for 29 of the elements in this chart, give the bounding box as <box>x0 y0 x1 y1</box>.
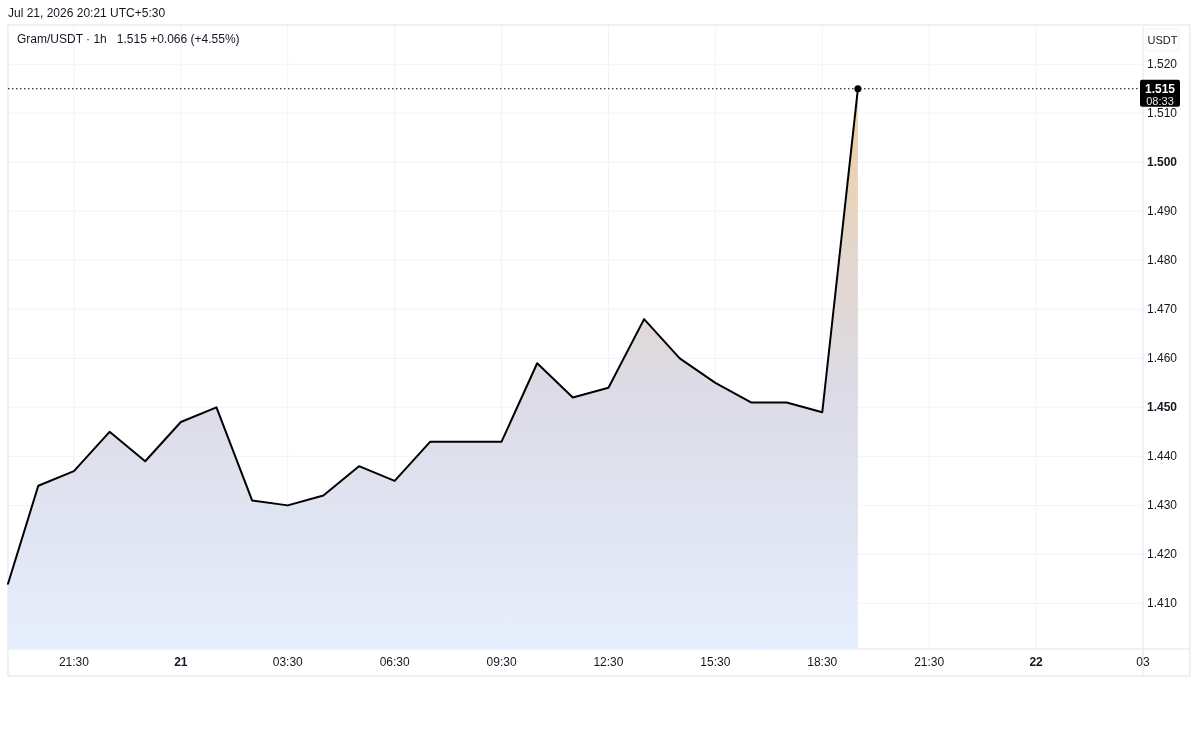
x-tick-label: 03:30 <box>272 655 304 669</box>
y-tick-label: 1.420 <box>1147 547 1178 562</box>
x-tick-label: 12:30 <box>593 655 624 669</box>
text: Jul 21, 2026 20:21 UTC+5:30 <box>8 6 166 20</box>
y-tick-label: 1.460 <box>1147 351 1178 366</box>
x-tick-label: 15:30 <box>700 655 731 669</box>
x-tick-label: 18:30 <box>807 655 838 669</box>
y-tick-label: 1.440 <box>1147 449 1178 464</box>
y-tick-label: 1.520 <box>1147 57 1178 72</box>
y-tick-label: 1.430 <box>1147 498 1178 513</box>
ref-line-label: 1.515 <box>1144 81 1176 96</box>
y-tick-label: 1.490 <box>1147 204 1178 219</box>
x-tick-label: 21:30 <box>914 655 945 669</box>
text: Gram/USDT · 1h <box>17 32 107 46</box>
y-tick-label: 1.410 <box>1147 596 1178 611</box>
y-tick-label: 1.480 <box>1147 253 1178 268</box>
y-tick-label: 1.470 <box>1147 302 1178 317</box>
y-axis-title: USDT <box>1147 34 1178 46</box>
x-tick-label: 21 <box>174 655 188 669</box>
x-tick-label: 22 <box>1029 655 1044 669</box>
y-tick-label: 1.510 <box>1147 106 1178 121</box>
x-tick-label: 03 <box>1136 655 1150 669</box>
text: 08:33 <box>1146 94 1174 107</box>
x-tick-label: 06:30 <box>379 655 410 669</box>
x-tick-label: 21:30 <box>58 655 90 669</box>
x-tick-label: 09:30 <box>486 655 517 669</box>
y-tick-label: 1.450 <box>1147 400 1178 415</box>
text: 1.515 +0.066 (+4.55%) <box>116 32 240 46</box>
y-tick-label: 1.500 <box>1147 155 1178 170</box>
